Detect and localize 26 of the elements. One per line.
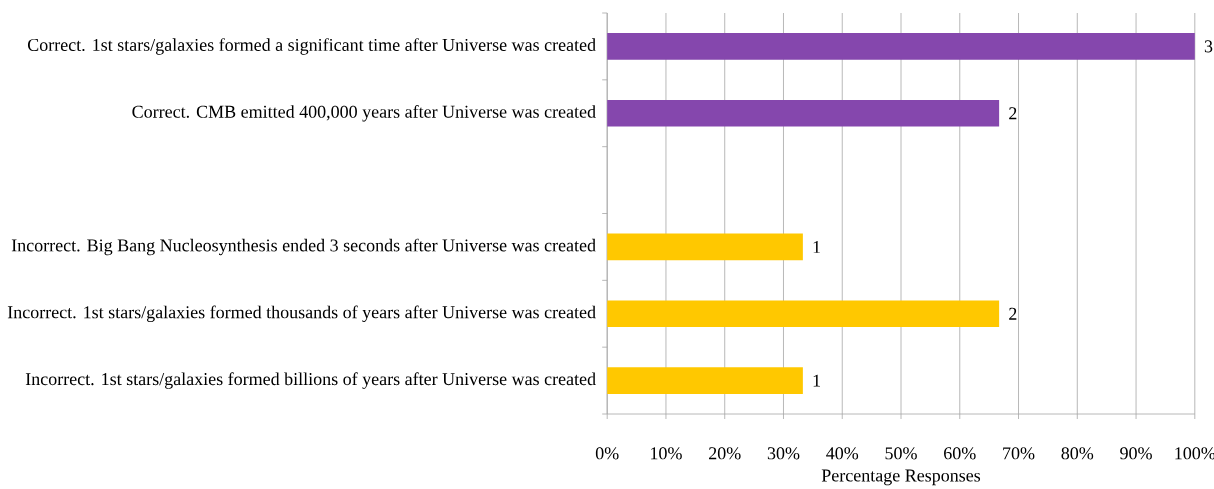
annotation: 2: [1009, 307, 1017, 320]
x-tick-label: 70%: [1003, 447, 1035, 460]
x-tick-label: 40%: [826, 447, 859, 460]
bar: [607, 33, 1195, 60]
x-tick-label: 0%: [595, 447, 619, 460]
x-tick-label: 90%: [1120, 447, 1152, 460]
y-tick-label: Incorrect. 1st stars/galaxies formed thousands of years after Universe was created: [7, 305, 596, 323]
annotation: 1: [813, 240, 820, 253]
annotation: 1: [813, 374, 820, 387]
y-tick-label: Incorrect. 1st stars/galaxies formed billions of years after Universe was created: [25, 372, 596, 389]
y-tick-label: Correct. 1st stars/galaxies formed a significant time after Universe was created: [27, 38, 596, 55]
x-tick-label: 20%: [709, 447, 741, 460]
x-tick-label: 60%: [944, 447, 976, 460]
x-tick-label: 80%: [1061, 447, 1094, 460]
x-tick-label: 50%: [885, 447, 917, 460]
x-tick-label: 10%: [651, 447, 682, 460]
y-tick-label: Correct. CMB emitted 400,000 years after Universe was created: [132, 104, 596, 122]
bar: [607, 300, 1000, 328]
bar: [607, 233, 803, 261]
y-tick-label: Incorrect. Big Bang Nucleosynthesis ended 3 seconds after Universe was created: [11, 238, 596, 256]
annotation: 2: [1009, 107, 1017, 120]
x-tick-label: 30%: [767, 447, 800, 460]
bar: [607, 99, 1000, 127]
bar: [607, 367, 803, 394]
annotation: 3: [1204, 40, 1213, 53]
x-axis-title: Percentage Responses: [821, 469, 981, 486]
